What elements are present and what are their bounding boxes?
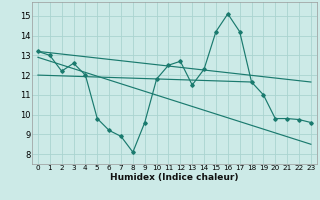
X-axis label: Humidex (Indice chaleur): Humidex (Indice chaleur) — [110, 173, 239, 182]
